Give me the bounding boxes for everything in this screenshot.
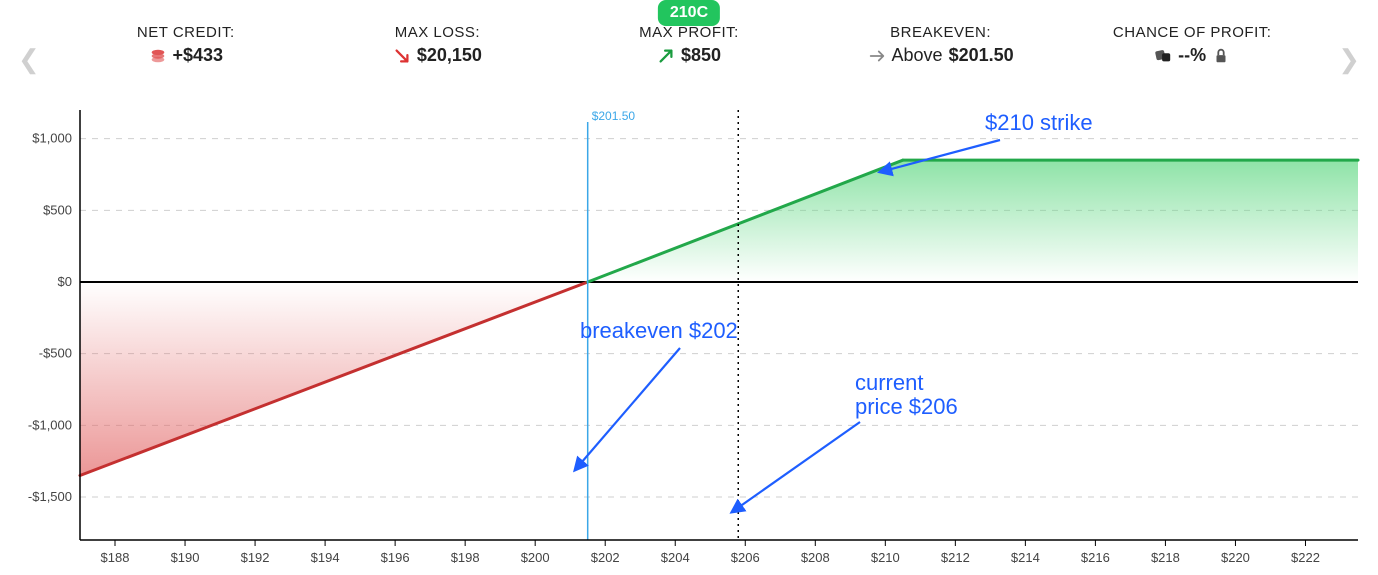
svg-text:$198: $198 (451, 550, 480, 565)
stat-value: +$433 (173, 45, 224, 66)
svg-text:$210 strike: $210 strike (985, 110, 1093, 135)
svg-text:$202: $202 (591, 550, 620, 565)
svg-text:$208: $208 (801, 550, 830, 565)
strategy-badge: 210C (658, 0, 720, 26)
prev-arrow[interactable]: ❮ (18, 44, 40, 75)
svg-text:$192: $192 (241, 550, 270, 565)
pl-chart: $201.50 -$1,500 -$1,000 -$500 $0 $500 $1,000 $1… (0, 100, 1378, 575)
chips-icon (149, 47, 167, 65)
svg-text:$212: $212 (941, 550, 970, 565)
stat-net-credit: NET CREDIT: +$433 (60, 24, 312, 66)
lock-icon (1212, 47, 1230, 65)
svg-text:$0: $0 (58, 274, 72, 289)
svg-text:-$1,500: -$1,500 (28, 489, 72, 504)
svg-text:$216: $216 (1081, 550, 1110, 565)
svg-text:current: current (855, 370, 923, 395)
dice-icon (1154, 47, 1172, 65)
svg-text:$500: $500 (43, 202, 72, 217)
stat-value: $201.50 (949, 45, 1014, 66)
svg-text:$196: $196 (381, 550, 410, 565)
stat-label: NET CREDIT: (60, 24, 312, 41)
chart-svg: $201.50 -$1,500 -$1,000 -$500 $0 $500 $1,000 $1… (0, 100, 1378, 575)
stat-prefix: Above (892, 45, 943, 66)
svg-text:$220: $220 (1221, 550, 1250, 565)
svg-text:$200: $200 (521, 550, 550, 565)
stat-label: MAX PROFIT: (563, 24, 815, 41)
stat-label: CHANCE OF PROFIT: (1066, 24, 1318, 41)
svg-text:$218: $218 (1151, 550, 1180, 565)
svg-text:$190: $190 (171, 550, 200, 565)
svg-text:$201.50: $201.50 (592, 109, 636, 123)
down-arrow-icon (393, 47, 411, 65)
svg-text:$206: $206 (731, 550, 760, 565)
up-arrow-icon (657, 47, 675, 65)
svg-text:price $206: price $206 (855, 394, 958, 419)
stats-row: NET CREDIT: +$433 MAX LOSS: $20,150 MAX … (60, 24, 1318, 66)
svg-text:$1,000: $1,000 (32, 131, 72, 146)
stat-breakeven: BREAKEVEN: Above $201.50 (815, 24, 1067, 66)
stat-value: $20,150 (417, 45, 482, 66)
svg-text:$210: $210 (871, 550, 900, 565)
stat-max-profit: MAX PROFIT: $850 (563, 24, 815, 66)
svg-text:$214: $214 (1011, 550, 1040, 565)
stat-label: BREAKEVEN: (815, 24, 1067, 41)
stat-value: --% (1178, 45, 1206, 66)
svg-text:breakeven $202: breakeven $202 (580, 318, 738, 343)
stat-max-loss: MAX LOSS: $20,150 (312, 24, 564, 66)
stat-label: MAX LOSS: (312, 24, 564, 41)
stat-value: $850 (681, 45, 721, 66)
right-arrow-icon (868, 47, 886, 65)
next-arrow[interactable]: ❯ (1338, 44, 1360, 75)
svg-text:-$500: -$500 (39, 346, 72, 361)
svg-text:$222: $222 (1291, 550, 1320, 565)
svg-text:$204: $204 (661, 550, 690, 565)
svg-text:$194: $194 (311, 550, 340, 565)
stat-chance: CHANCE OF PROFIT: --% (1066, 24, 1318, 66)
svg-text:-$1,000: -$1,000 (28, 417, 72, 432)
svg-text:$188: $188 (101, 550, 130, 565)
